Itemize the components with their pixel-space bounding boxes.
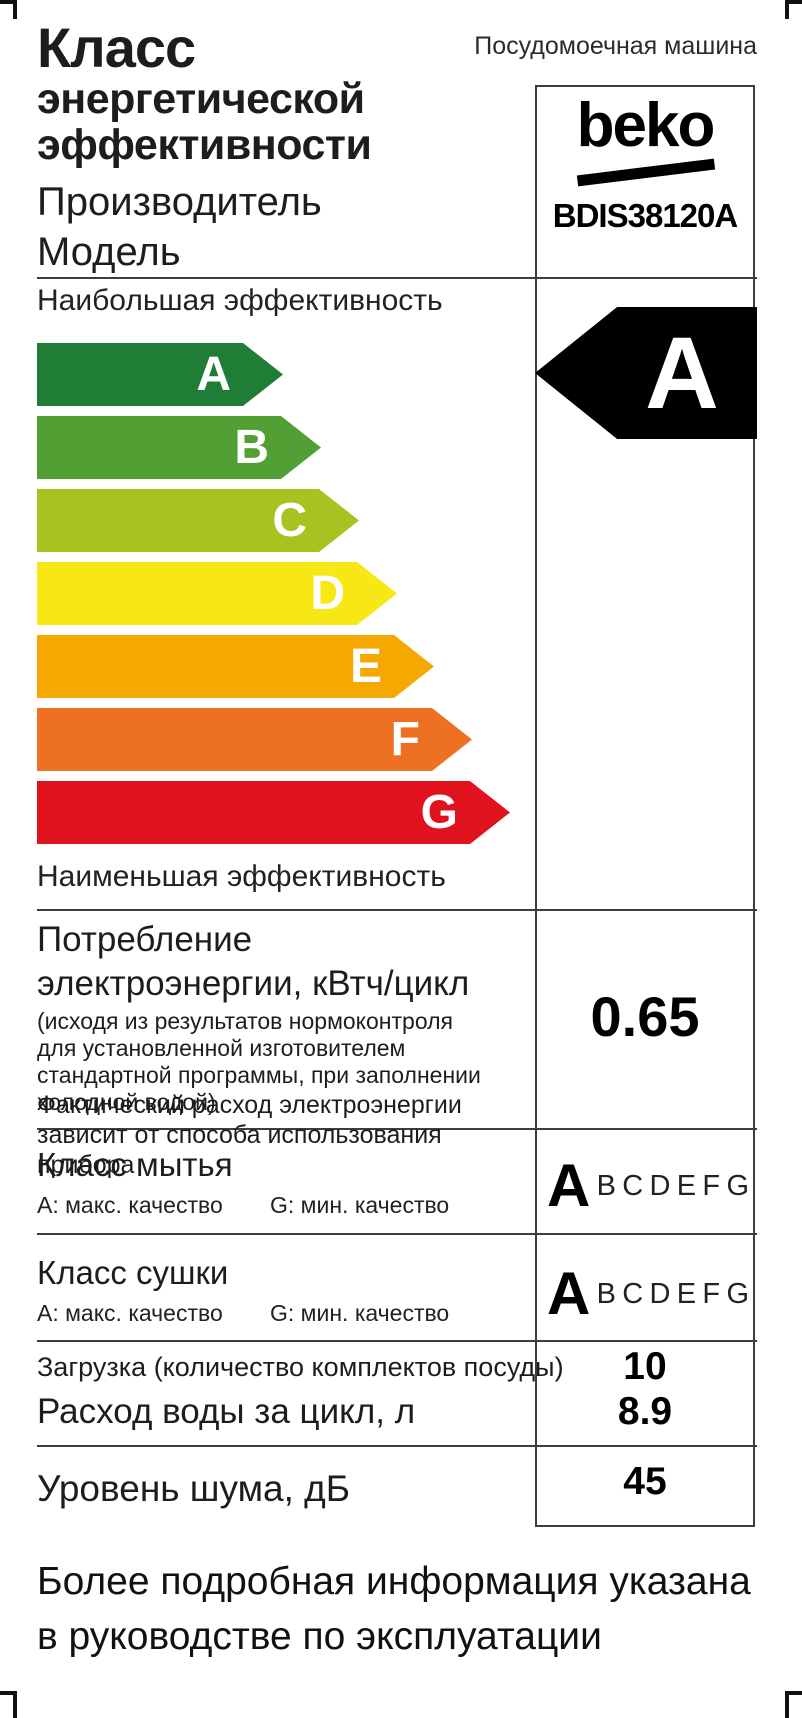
model-number: BDIS38120A: [552, 197, 738, 234]
manufacturer-label: Производитель: [37, 180, 322, 224]
energy-note-2: Фактический расход электроэнергии зависи…: [37, 1091, 462, 1179]
grade-bar-g: G: [37, 781, 510, 844]
brand-logo: beko: [576, 91, 716, 160]
grade-letter: G: [420, 786, 458, 839]
grade-bar-f: F: [37, 708, 472, 771]
energy-consumption-label: Потребление электроэнергии, кВтч/цикл: [37, 920, 470, 1003]
washing-max-note: А: макс. качество: [37, 1192, 223, 1218]
drying-class-label: Класс сушки: [37, 1254, 229, 1291]
divider: [37, 277, 757, 279]
crop-mark-top-left-icon: [0, 0, 17, 19]
energy-note-1: (исходя из результатов нормоконтроля для…: [37, 1008, 481, 1115]
washing-grade: A: [547, 1152, 591, 1219]
scale-letter: C: [622, 1277, 644, 1310]
noise-label: Уровень шума, дБ: [37, 1468, 351, 1509]
washing-class-scale: A B C D E F G: [547, 1150, 749, 1222]
grade-bar-c: C: [37, 489, 359, 552]
divider: [37, 1445, 757, 1447]
scale-letter: E: [676, 1277, 697, 1310]
title-line-3: эффективности: [37, 121, 372, 169]
title-line-1: Класс: [37, 16, 196, 79]
grade-letter: D: [310, 567, 345, 620]
grade-letter: C: [272, 494, 307, 547]
load-value: 10: [623, 1345, 667, 1388]
scale-letter: C: [622, 1169, 644, 1202]
drying-max-note: А: макс. качество: [37, 1300, 223, 1326]
grade-letter: E: [349, 640, 382, 693]
water-value: 8.9: [617, 1390, 673, 1433]
product-type: Посудомоечная машина: [474, 32, 757, 60]
crop-mark-bottom-left-icon: [0, 1691, 17, 1718]
washing-min-note: G: мин. качество: [270, 1192, 450, 1218]
grade-letter: A: [196, 348, 231, 401]
best-efficiency-label: Наибольшая эффективность: [37, 284, 443, 317]
scale-letter: F: [702, 1169, 721, 1202]
washing-class-label: Класс мытья: [37, 1146, 233, 1183]
title-line-2: энергетической: [37, 75, 365, 123]
energy-consumption-value: 0.65: [590, 985, 700, 1048]
scale-letter: E: [676, 1169, 697, 1202]
value-column-box: [535, 85, 755, 1527]
crop-mark-bottom-right-icon: [785, 1691, 802, 1718]
worst-efficiency-label: Наименьшая эффективность: [37, 860, 446, 893]
model-label: Модель: [37, 230, 181, 274]
scale-letter: B: [596, 1277, 616, 1310]
divider: [37, 909, 757, 911]
water-label: Расход воды за цикл, л: [37, 1392, 416, 1431]
scale-letter: F: [702, 1277, 721, 1310]
drying-min-note: G: мин. качество: [270, 1300, 450, 1326]
divider: [37, 1340, 757, 1342]
page-title: Класс энергетической эффективности: [37, 16, 372, 169]
scale-letter: B: [596, 1169, 616, 1202]
grade-bar-d: D: [37, 562, 397, 625]
drying-grade: A: [547, 1260, 591, 1327]
rating-letter: A: [645, 316, 719, 430]
divider: [37, 1128, 757, 1130]
grade-bar-a: A: [37, 343, 283, 406]
scale-letter: G: [726, 1277, 749, 1310]
scale-letter: G: [726, 1169, 749, 1202]
grade-bar-e: E: [37, 635, 434, 698]
footer-note: Более подробная информация указана в рук…: [37, 1560, 751, 1658]
load-label: Загрузка (количество комплектов посуды): [37, 1352, 564, 1382]
grade-letter: F: [390, 713, 420, 766]
drying-class-scale: A B C D E F G: [547, 1258, 749, 1330]
divider: [37, 1233, 757, 1235]
scale-letter: D: [649, 1169, 671, 1202]
scale-letter: D: [649, 1277, 671, 1310]
crop-mark-top-right-icon: [785, 0, 802, 19]
noise-value: 45: [623, 1460, 667, 1503]
grade-bar-b: B: [37, 416, 321, 479]
grade-letter: B: [234, 421, 269, 474]
